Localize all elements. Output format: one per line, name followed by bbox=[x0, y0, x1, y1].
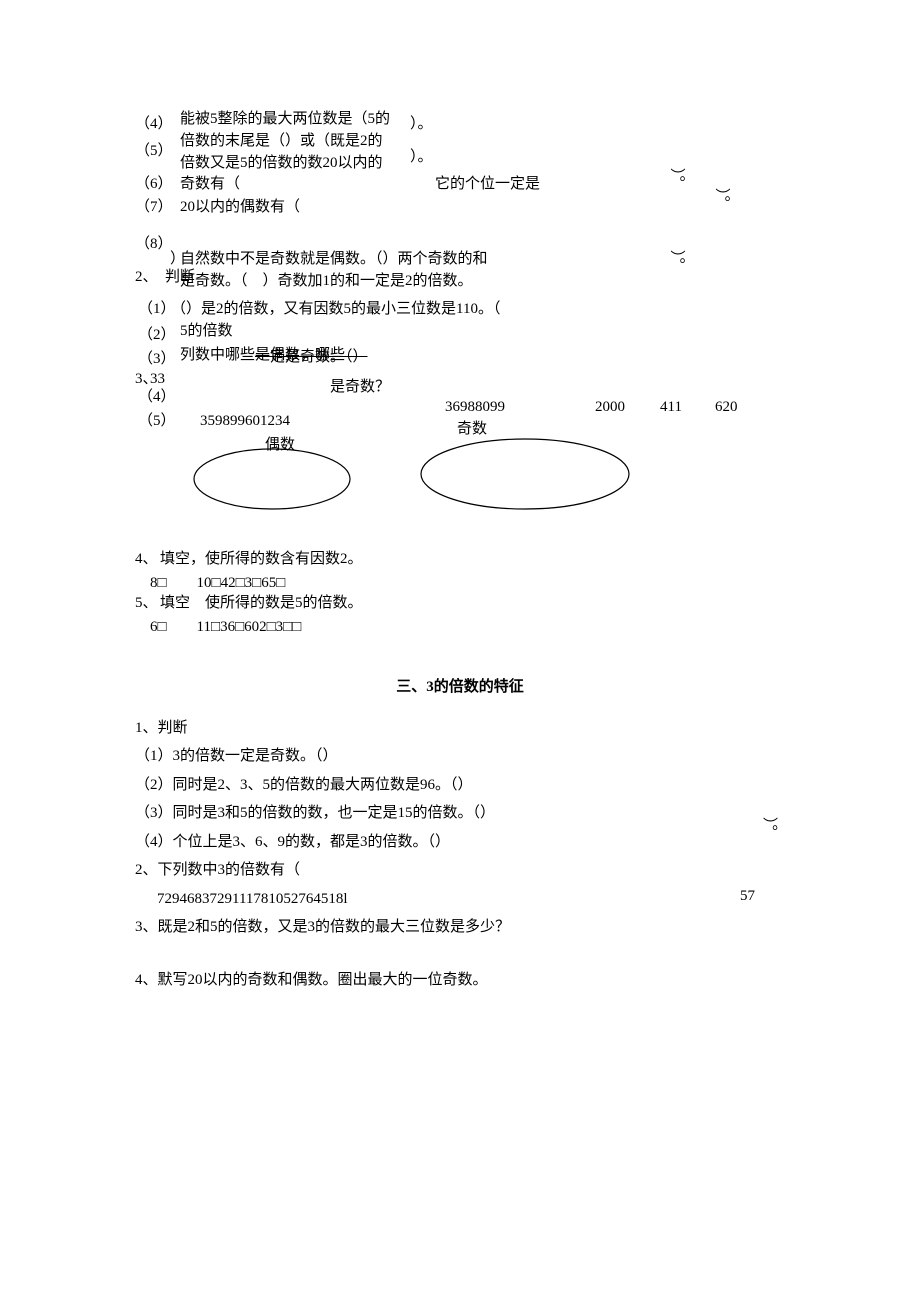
j5-num: （5） bbox=[138, 410, 176, 433]
j2-num: （2） bbox=[138, 324, 176, 347]
q7-num: （7） bbox=[135, 196, 173, 219]
q4-text: 能被5整除的最大两位数是（5的 bbox=[180, 108, 390, 131]
s3-q4: 4、默写20以内的奇数和偶数。圈出最大的一位奇数。 bbox=[135, 969, 785, 992]
s3-q1-2: （2）同时是2、3、5的倍数的最大两位数是96。（） bbox=[135, 774, 785, 797]
numbers-mid: 36988099 bbox=[445, 396, 505, 419]
j3-strike: 一定是奇数。（） bbox=[255, 346, 368, 369]
s5-num: 5、 bbox=[135, 592, 158, 615]
page-content: （4） 能被5整除的最大两位数是（5的 ）。 倍数的末尾是（）或（既是2的 （5… bbox=[0, 0, 920, 1057]
s3-q2-57: 57 bbox=[740, 885, 755, 908]
oval-odd bbox=[415, 434, 635, 514]
q4-end: ）。 bbox=[410, 113, 433, 136]
section-top: （4） 能被5整除的最大两位数是（5的 ）。 倍数的末尾是（）或（既是2的 （5… bbox=[135, 108, 785, 548]
q6-num: （6） bbox=[135, 173, 173, 196]
numbers-n2: 411 bbox=[660, 396, 682, 419]
s5-line2: 6□ 11□36□602□3□□ bbox=[150, 616, 301, 639]
section3-title: 三、3的倍数的特征 bbox=[135, 676, 785, 699]
q4-num: （4） bbox=[135, 113, 173, 136]
section3-body: 1、判断 （1）3的倍数一定是奇数。（） （2）同时是2、3、5的倍数的最大两位… bbox=[135, 717, 785, 992]
q5-num: （5） bbox=[135, 140, 173, 163]
q6-end: ）。 bbox=[665, 168, 688, 191]
s3-q1-3: （3）同时是3和5的倍数的数，也一定是15的倍数。（） bbox=[135, 802, 785, 825]
q5-fill: 5、 填空 使所得的数是5的倍数。 6□ 11□36□602□3□□ bbox=[135, 592, 785, 652]
q4-fill: 4、 填空，使所得的数含有因数2。 8□ 10□42□3□65□ bbox=[135, 548, 785, 592]
q8-num: （8） bbox=[135, 233, 173, 256]
j1-num: （1） bbox=[138, 298, 176, 321]
s2-title: 判断 bbox=[165, 266, 195, 289]
s3-q2-list: 7294683729111781052764518l bbox=[135, 888, 785, 911]
q4-cont: 倍数的末尾是（）或（既是2的 bbox=[180, 130, 383, 153]
q8-cont: 是奇数。（ ）奇数加1的和一定是2的倍数。 bbox=[180, 270, 473, 293]
oval-even bbox=[190, 444, 355, 514]
s3-q1-1: （1）3的倍数一定是奇数。（） bbox=[135, 745, 785, 768]
s5-text: 填空 使所得的数是5的倍数。 bbox=[160, 592, 363, 615]
q7-text: 20以内的偶数有（ bbox=[180, 196, 300, 219]
q5-end: ）。 bbox=[410, 146, 433, 169]
j4-num: （4） bbox=[138, 386, 176, 409]
s3-q1-num: 1、判断 bbox=[135, 717, 785, 740]
j2-text: 5的倍数 bbox=[180, 320, 233, 343]
numbers-n3: 620 bbox=[715, 396, 738, 419]
s4-text: 填空，使所得的数含有因数2。 bbox=[160, 548, 363, 571]
s3-q1-end: ）。 bbox=[758, 817, 781, 840]
j1-text: （）是2的倍数，又有因数5的最小三位数是110。（ bbox=[171, 298, 500, 321]
q8-text: 自然数中不是奇数就是偶数。（）两个奇数的和 bbox=[180, 248, 488, 271]
numbers-left: 359899601234 bbox=[200, 410, 290, 433]
numbers-n1: 2000 bbox=[595, 396, 625, 419]
s3-q3: 3、既是2和5的倍数，又是3的倍数的最大三位数是多少？ bbox=[135, 916, 785, 939]
s2-num: 2、 bbox=[135, 266, 158, 289]
q6-text: 奇数有（ bbox=[180, 173, 240, 196]
j3-end: 是奇数？ bbox=[330, 376, 390, 399]
q7-end: ）。 bbox=[710, 188, 733, 211]
q8-end: ）。 bbox=[665, 250, 688, 273]
s3-q1-4: （4）个位上是3、6、9的数，都是3的倍数。（） bbox=[135, 831, 785, 854]
q6-mid: 它的个位一定是 bbox=[435, 173, 540, 196]
s4-num: 4、 bbox=[135, 548, 158, 571]
s3-q2: 2、下列数中3的倍数有（ bbox=[135, 859, 785, 882]
q5-text: 倍数又是5的倍数的数20以内的 bbox=[180, 152, 383, 175]
